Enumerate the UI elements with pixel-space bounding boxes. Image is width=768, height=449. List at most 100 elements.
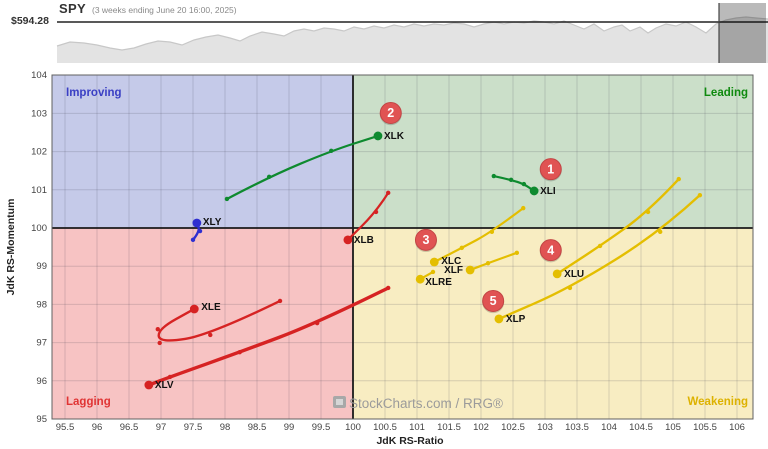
x-tick-label: 95.5	[56, 422, 75, 433]
x-tick-label: 102	[473, 422, 489, 433]
series-head-XLE[interactable]	[189, 304, 199, 314]
series-tail-point-XLE	[208, 332, 213, 338]
y-tick-label: 96	[36, 376, 47, 387]
series-tail-point-XLI	[521, 181, 527, 187]
series-tail-XLP	[497, 193, 702, 321]
series-tail-point-XLE	[157, 340, 162, 346]
quadrant-label-lagging: Lagging	[66, 396, 111, 408]
series-tail-point-XLC	[459, 245, 464, 251]
x-tick-label: 100.5	[373, 422, 397, 433]
series-tail-point-XLE	[277, 298, 283, 304]
x-tick-label: 105	[665, 422, 681, 433]
quadrant-label-weakening: Weakening	[688, 396, 749, 408]
plot-border	[51, 74, 754, 420]
series-tail-XLB	[346, 191, 390, 241]
x-tick-label: 97	[156, 422, 167, 433]
x-tick-label: 97.5	[184, 422, 203, 433]
series-tail-XLK	[225, 134, 380, 201]
series-tail-point-XLV	[237, 349, 242, 355]
series-label-XLY[interactable]: XLY	[203, 217, 222, 228]
series-label-XLF[interactable]: XLF	[444, 265, 463, 276]
series-head-XLI[interactable]	[529, 186, 539, 196]
series-head-XLRE[interactable]	[415, 274, 425, 284]
y-tick-label: 97	[36, 338, 47, 349]
watermark-text: StockCharts.com / RRG®	[349, 396, 503, 411]
svg-text:4: 4	[547, 243, 554, 257]
svg-text:1: 1	[547, 162, 554, 176]
spy-mini-chart	[56, 3, 768, 63]
series-label-XLK[interactable]: XLK	[384, 131, 405, 142]
x-tick-label: 98.5	[248, 422, 267, 433]
series-label-XLU[interactable]: XLU	[564, 269, 584, 280]
svg-text:3: 3	[422, 233, 429, 247]
x-tick-label: 105.5	[693, 422, 717, 433]
series-label-XLB[interactable]: XLB	[354, 235, 374, 246]
x-tick-label: 96	[92, 422, 103, 433]
spy-area-outline	[56, 16, 768, 51]
stockcharts-logo-icon	[333, 396, 346, 408]
series-label-XLV[interactable]: XLV	[155, 380, 174, 391]
x-tick-label: 104	[601, 422, 617, 433]
series-label-XLRE[interactable]: XLRE	[425, 277, 452, 288]
series-tail-point-XLF	[485, 260, 491, 266]
series-head-XLU[interactable]	[552, 269, 562, 279]
series-tail-point-XLP	[658, 229, 663, 235]
y-tick-label: 95	[36, 414, 47, 425]
series-tail-XLC	[433, 207, 525, 264]
rank-badge-5: 5	[482, 289, 505, 314]
series-tail-XLV	[147, 286, 390, 387]
series-tail-XLF	[469, 251, 518, 272]
svg-text:2: 2	[387, 106, 394, 120]
series-tail-point-XLP	[697, 192, 703, 198]
y-tick-label: 99	[36, 261, 47, 272]
x-tick-label: 99	[284, 422, 295, 433]
y-tick-label: 101	[31, 185, 47, 196]
series-tail-point-XLI	[491, 173, 496, 179]
series-tail-point-XLI	[508, 177, 514, 183]
series-tail-point-XLV	[386, 285, 391, 291]
series-head-XLY[interactable]	[192, 218, 202, 228]
series-tail-point-XLY	[190, 237, 196, 243]
y-tick-label: 100	[31, 223, 47, 234]
x-tick-label: 103.5	[565, 422, 589, 433]
series-head-XLB[interactable]	[343, 235, 353, 245]
quadrant-rect-lagging	[52, 228, 353, 419]
series-tail-XLU	[555, 177, 680, 276]
spy-area	[57, 17, 768, 63]
x-tick-label: 100	[345, 422, 361, 433]
series-head-XLP[interactable]	[494, 314, 504, 324]
series-head-XLK[interactable]	[373, 131, 383, 141]
x-tick-label: 102.5	[501, 422, 525, 433]
series-head-XLV[interactable]	[144, 380, 154, 390]
series-tail-point-XLV	[167, 374, 173, 380]
series-tail-point-XLE	[155, 327, 160, 332]
rank-badge-3: 3	[414, 228, 437, 253]
y-tick-label: 98	[36, 299, 47, 310]
spy-range-window[interactable]	[719, 3, 766, 63]
series-label-XLP[interactable]: XLP	[506, 314, 526, 325]
series-tail-point-XLU	[597, 243, 603, 249]
series-tail-point-XLB	[373, 209, 379, 215]
series-label-XLC[interactable]: XLC	[441, 256, 461, 267]
x-tick-label: 96.5	[120, 422, 139, 433]
x-tick-label: 101.5	[437, 422, 461, 433]
y-tick-label: 103	[31, 108, 47, 119]
series-tail-point-XLY	[197, 228, 203, 234]
series-head-XLF[interactable]	[465, 265, 475, 275]
x-tick-label: 103	[537, 422, 553, 433]
y-axis-title: JdK RS-Momentum	[5, 199, 17, 296]
series-tail-point-XLB	[386, 190, 391, 196]
x-tick-label: 104.5	[629, 422, 653, 433]
series-label-XLI[interactable]: XLI	[540, 186, 556, 197]
rank-badge-1: 1	[539, 158, 562, 182]
x-tick-label: 99.5	[312, 422, 331, 433]
rank-badge-4: 4	[539, 239, 562, 263]
quadrant-label-leading: Leading	[704, 87, 748, 99]
series-tail-point-XLU	[676, 176, 681, 182]
spy-symbol-label: SPY	[59, 1, 86, 16]
x-tick-label: 106	[729, 422, 745, 433]
series-head-XLC[interactable]	[429, 257, 439, 267]
series-label-XLE[interactable]: XLE	[201, 302, 221, 313]
x-tick-label: 98	[220, 422, 231, 433]
